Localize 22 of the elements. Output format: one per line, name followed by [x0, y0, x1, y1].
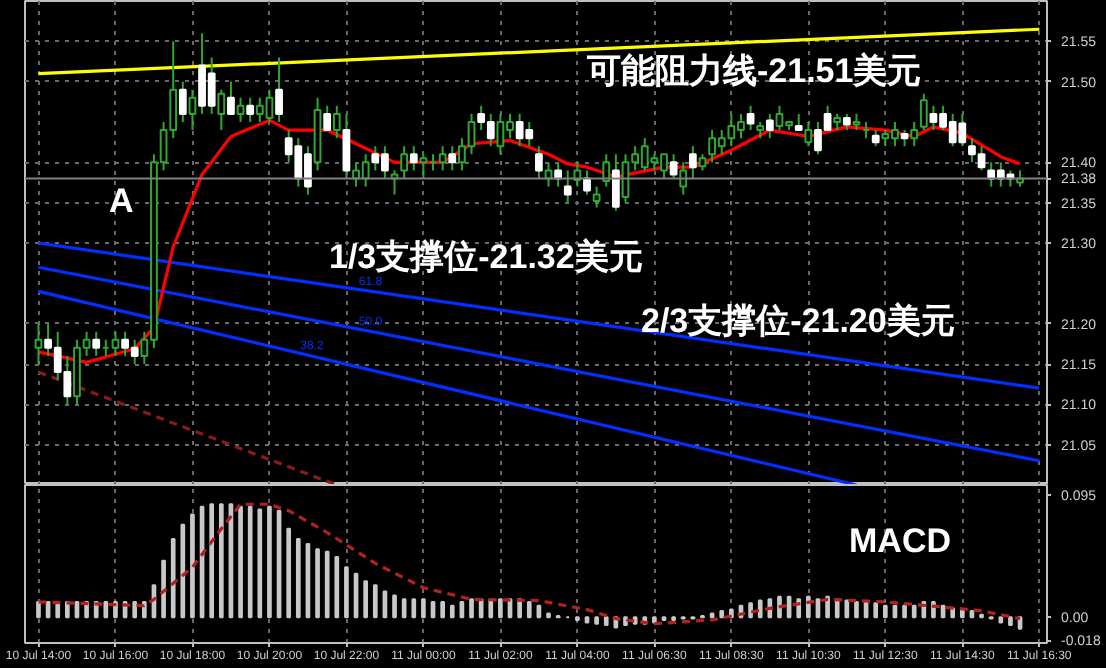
candlestick — [602, 153, 611, 188]
candlestick — [332, 104, 341, 140]
candlestick — [679, 161, 688, 196]
candlestick — [438, 145, 447, 172]
candlestick — [400, 145, 409, 180]
candlestick — [111, 330, 120, 357]
candlestick — [804, 121, 813, 148]
candlestick — [188, 88, 197, 132]
candlestick — [592, 185, 601, 209]
annotation: 2/3支撑位-21.20美元 — [641, 302, 955, 340]
candlestick — [910, 121, 919, 148]
annotation: 1/3支撑位-21.32美元 — [329, 238, 643, 276]
candlestick — [34, 322, 43, 365]
candlestick — [419, 153, 428, 180]
candlestick — [919, 92, 928, 132]
annotation: A — [109, 182, 134, 220]
candlestick — [217, 88, 226, 132]
annotation: MACD — [849, 522, 951, 560]
line-series — [36, 502, 1022, 626]
candlestick — [563, 169, 572, 204]
annotation: 可能阻力线-21.51美元 — [585, 52, 922, 90]
candlestick — [236, 96, 245, 123]
